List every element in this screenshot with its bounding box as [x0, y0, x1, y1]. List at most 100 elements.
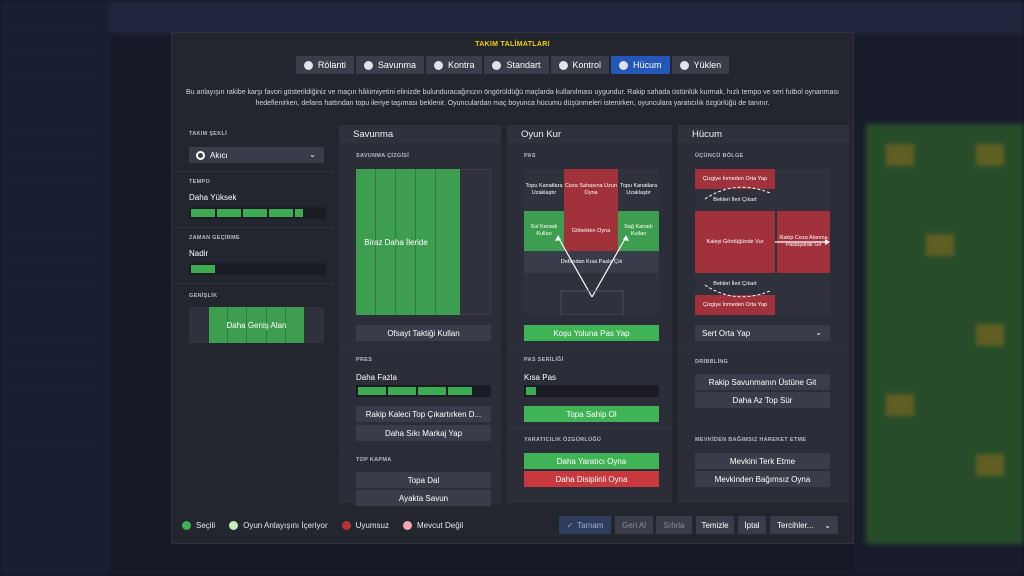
defense-line-label: SAVUNMA ÇİZGİSİ	[356, 153, 410, 159]
reset-button[interactable]: Sıfırla	[656, 516, 692, 534]
keep-ball-button[interactable]: Topa Sahip Ol	[524, 406, 659, 422]
cell-early-cross-bottom[interactable]: Çizgiye İnmeden Orta Yap	[695, 295, 775, 315]
tab-kontra[interactable]: Kontra	[425, 56, 483, 74]
tab-y-klen[interactable]: Yüklen	[671, 56, 730, 74]
timewaste-value: Nadir	[189, 249, 209, 258]
check-icon: ✓	[566, 520, 574, 530]
pass-into-space-button[interactable]: Koşu Yoluna Pas Yap	[524, 325, 659, 341]
cell-right-flank[interactable]: Sağ Kanadı Kullan	[618, 211, 659, 251]
rolanti-icon	[303, 60, 313, 70]
shape-value: Akıcı	[210, 150, 228, 160]
cell-short-goalkick[interactable]: Defandan Kısa Pasla Çık	[524, 251, 659, 273]
chevron-down-icon: ⌄	[815, 328, 822, 337]
legend-item: Mevcut Değil	[402, 520, 464, 530]
legend-label: Uyumsuz	[355, 520, 389, 530]
be-more-disciplined-button[interactable]: Daha Disiplinli Oyna	[524, 471, 659, 487]
legend-label: Mevcut Değil	[416, 520, 464, 530]
overload-icon	[679, 60, 689, 70]
ball-icon	[492, 60, 502, 70]
shape-select[interactable]: Akıcı ⌄	[189, 147, 324, 163]
cell-early-cross-top[interactable]: Çizgiye İnmeden Orta Yap	[695, 169, 775, 189]
dribble-less-button[interactable]: Daha Az Top Sür	[695, 392, 830, 408]
legend-dot-icon	[229, 520, 239, 530]
legend: Seçili Oyun Anlayışını İçeriyor Uyumsuz Mev…	[172, 520, 464, 530]
dribbling-label: DRİBBLİNG	[695, 359, 729, 365]
shape-label: TAKIM ŞEKLİ	[189, 131, 228, 137]
offside-trap-button[interactable]: Ofsayt Taktiği Kullan	[356, 325, 491, 341]
roam-button[interactable]: Mevkinden Bağımsız Oyna	[695, 471, 830, 487]
get-stuck-in-button[interactable]: Topa Dal	[356, 472, 491, 488]
tight-marking-button[interactable]: Daha Sıkı Markaj Yap	[356, 425, 491, 441]
width-value: Daha Geniş Alan	[226, 320, 287, 330]
tab-savunma[interactable]: Savunma	[355, 56, 424, 74]
undo-button[interactable]: Geri Al	[615, 516, 653, 534]
passing-pitch[interactable]: Topu Kanatlara Uzaklaştır Ceza Sahasına …	[524, 169, 659, 315]
attack-arrows	[704, 186, 830, 298]
legend-label: Seçili	[196, 520, 216, 530]
press-bar[interactable]	[356, 385, 491, 397]
cell-left-flank[interactable]: Sol Kanadı Kullan	[524, 211, 564, 251]
hold-position-button[interactable]: Mevkini Terk Etme	[695, 453, 830, 469]
press-gk-button[interactable]: Rakip Kaleci Top Çıkartırken D...	[356, 406, 491, 422]
mentality-description: Bu anlayışın rakibe karşı favori gösteri…	[186, 89, 839, 107]
attack-column: Hücum ÜÇÜNCÜ BÖLGE Çizgiye İnmeden Orta …	[678, 125, 849, 503]
be-more-expressive-button[interactable]: Daha Yaratıcı Oyna	[524, 453, 659, 469]
tab-label: Kontrol	[572, 60, 602, 70]
tab-label: Savunma	[377, 60, 416, 70]
legend-item: Seçili	[182, 520, 216, 530]
legend-item: Uyumsuz	[341, 520, 389, 530]
passing-pace-bar[interactable]	[524, 385, 659, 397]
ok-button[interactable]: ✓ Tamam	[559, 516, 611, 534]
preferences-button[interactable]: Tercihler... ⌄	[770, 516, 838, 534]
tempo-label: TEMPO	[189, 179, 211, 185]
tab-label: Kontra	[447, 60, 475, 70]
buildup-column: Oyun Kur PAS Topu Kanatlara Uzaklaştır C…	[507, 125, 672, 503]
tab-label: Hücum	[633, 60, 662, 70]
stay-on-feet-button[interactable]: Ayakta Savun	[356, 490, 491, 506]
fluid-icon	[196, 150, 205, 160]
counter-icon	[433, 60, 443, 70]
tab-h-cum[interactable]: Hücum	[611, 56, 670, 74]
final-third-pitch[interactable]: Çizgiye İnmeden Orta Yap Bekleri İleri Ç…	[695, 169, 830, 315]
chevron-down-icon: ⌄	[309, 150, 316, 159]
team-shape-column: TAKIM ŞEKLİ Akıcı ⌄ TEMPO Daha Yüksek ZA…	[172, 125, 333, 503]
mentality-tabs: Rölanti Savunma Kontra Standart Kontrol Hücum…	[172, 56, 853, 74]
tackle-label: TOP KAPMA	[356, 457, 392, 463]
team-instructions-modal: TAKIM TALİMATLARI Rölanti Savunma Kontra St…	[171, 32, 854, 544]
cell-long-ball[interactable]: Ceza Sahasına Uzun Oyna	[564, 169, 618, 211]
cancel-button[interactable]: İptal	[738, 516, 766, 534]
defense-column: Savunma SAVUNMA ÇİZGİSİ Biraz Daha İleri…	[339, 125, 501, 506]
tab-r-lanti[interactable]: Rölanti	[295, 56, 354, 74]
legend-dot-icon	[341, 520, 351, 530]
creative-label: YARATICILIK ÖZGÜRLÜĞÜ	[524, 437, 602, 443]
cell-wide-right[interactable]: Topu Kanatlara Uzaklaştır	[620, 183, 657, 196]
tab-kontrol[interactable]: Kontrol	[550, 56, 610, 74]
cell-middle[interactable]: Göbekten Oyna	[564, 211, 618, 251]
defense-line-value: Biraz Daha İleride	[364, 237, 428, 247]
clear-button[interactable]: Temizle	[696, 516, 734, 534]
shield-icon	[363, 60, 373, 70]
buildup-header: Oyun Kur	[507, 125, 672, 143]
attack-icon	[619, 60, 629, 70]
cell-overlap-bottom[interactable]: Bekleri İleri Çıkart	[713, 280, 757, 287]
tab-label: Yüklen	[693, 60, 722, 70]
cell-overlap-top[interactable]: Bekleri İleri Çıkart	[713, 196, 757, 203]
crossing-select[interactable]: Sert Orta Yap ⌄	[695, 325, 830, 341]
width-pitch[interactable]: Daha Geniş Alan	[189, 307, 324, 343]
legend-item: Oyun Anlayışını İçeriyor	[229, 520, 328, 530]
modal-footer: Seçili Oyun Anlayışını İçeriyor Uyumsuz Mev…	[172, 507, 853, 543]
width-label: GENİŞLİK	[189, 293, 218, 299]
cell-shoot-on-sight[interactable]: Kaleyi Gördüğünde Vur	[695, 211, 775, 273]
timewaste-bar[interactable]	[189, 263, 326, 275]
chevron-down-icon: ⌄	[824, 520, 831, 530]
control-icon	[558, 60, 568, 70]
tab-standart[interactable]: Standart	[484, 56, 549, 74]
tempo-bar[interactable]	[189, 207, 326, 219]
cell-wide-left[interactable]: Topu Kanatlara Uzaklaştır	[525, 183, 563, 196]
press-label: PRES	[356, 357, 373, 363]
pass-arrows	[555, 235, 629, 315]
run-at-defence-button[interactable]: Rakip Savunmanın Üstüne Git	[695, 374, 830, 390]
defense-line-pitch[interactable]: Biraz Daha İleride	[356, 169, 491, 315]
defense-header: Savunma	[339, 125, 501, 143]
attack-header: Hücum	[678, 125, 849, 143]
